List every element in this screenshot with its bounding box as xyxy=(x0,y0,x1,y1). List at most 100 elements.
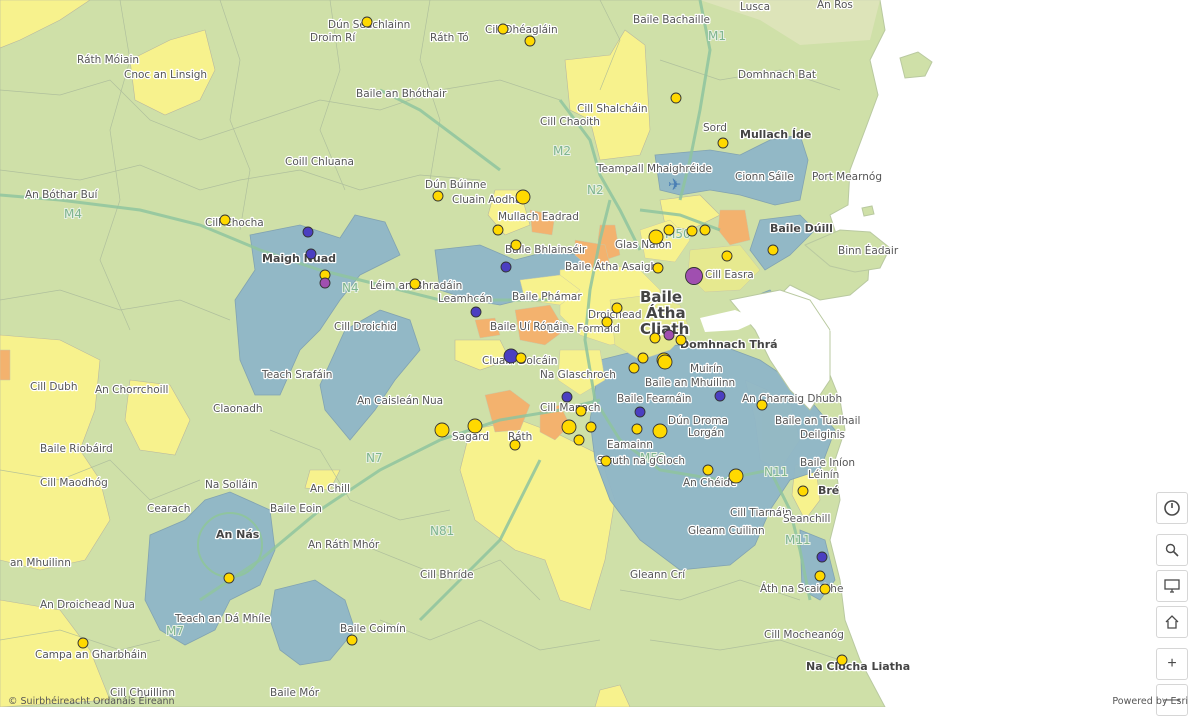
search-icon xyxy=(1165,543,1179,557)
lambay-island xyxy=(899,51,933,79)
map-point-yellow[interactable] xyxy=(756,399,768,411)
map-point-yellow[interactable] xyxy=(361,16,373,28)
place-label: Cill Tiarnáin xyxy=(730,507,792,519)
map-point-yellow[interactable] xyxy=(611,302,623,314)
map-point-blue[interactable] xyxy=(305,248,317,260)
place-label: Sagard xyxy=(452,431,489,443)
map-point-yellow[interactable] xyxy=(509,439,521,451)
place-label: An Droichead Nua xyxy=(40,599,135,611)
map-point-yellow[interactable] xyxy=(663,224,675,236)
place-label: Lorgán xyxy=(688,427,724,439)
map-point-yellow[interactable] xyxy=(575,405,587,417)
map-point-yellow[interactable] xyxy=(686,225,698,237)
place-label: Cill Chuillinn xyxy=(110,687,175,699)
map-point-yellow[interactable] xyxy=(767,244,779,256)
place-label: Baile Dúill xyxy=(770,222,833,235)
map-point-blue[interactable] xyxy=(714,390,726,402)
place-label: Dún Droma xyxy=(668,415,728,427)
map-point-blue[interactable] xyxy=(634,406,646,418)
map-point-blue[interactable] xyxy=(500,261,512,273)
search-button[interactable] xyxy=(1156,534,1188,566)
map-point-yellow[interactable] xyxy=(573,434,585,446)
place-labels: Dún Séachlainn Droim Rí Ráth Tó Cill Dhé… xyxy=(9,0,912,700)
map-point-blue[interactable] xyxy=(503,348,519,364)
map-point-yellow[interactable] xyxy=(434,422,450,438)
map-point-yellow[interactable] xyxy=(797,485,809,497)
map-point-yellow[interactable] xyxy=(561,419,577,435)
map-point-yellow[interactable] xyxy=(721,250,733,262)
map-point-yellow[interactable] xyxy=(467,418,483,434)
place-label: An Chill xyxy=(310,483,350,495)
basemap-button[interactable] xyxy=(1156,570,1188,602)
map-point-yellow[interactable] xyxy=(510,239,522,251)
place-label: Droichead xyxy=(588,309,642,321)
map-point-yellow[interactable] xyxy=(524,35,536,47)
place-label: Droim Rí xyxy=(310,32,356,44)
boundaries xyxy=(0,0,841,661)
map-point-blue[interactable] xyxy=(816,551,828,563)
place-label: Na Glaschroch xyxy=(540,369,616,381)
map-footer: © Suirbhéireacht Ordanáis Éireann Powere… xyxy=(0,693,1200,707)
map-point-yellow[interactable] xyxy=(585,421,597,433)
powered-by-link[interactable]: Powered by Esri xyxy=(1112,696,1188,707)
map-point-yellow[interactable] xyxy=(649,332,661,344)
monitor-icon xyxy=(1164,579,1180,593)
place-label: Sord xyxy=(703,122,727,134)
map-point-yellow[interactable] xyxy=(515,189,531,205)
map-point-yellow[interactable] xyxy=(409,278,421,290)
map-point-yellow[interactable] xyxy=(652,262,664,274)
map-point-yellow[interactable] xyxy=(492,224,504,236)
map-point-yellow[interactable] xyxy=(699,224,711,236)
map-point-purple[interactable] xyxy=(319,277,331,289)
map-point-yellow[interactable] xyxy=(637,352,649,364)
map-point-yellow[interactable] xyxy=(657,354,673,370)
map-point-yellow[interactable] xyxy=(648,229,664,245)
map-point-yellow[interactable] xyxy=(836,654,848,666)
map-point-purple[interactable] xyxy=(663,329,675,341)
place-label: Coill Chluana xyxy=(285,156,354,168)
place-label: Eamainn xyxy=(607,439,653,451)
place-label: Baile an Bhóthair xyxy=(356,88,447,100)
map-point-blue[interactable] xyxy=(470,306,482,318)
map-point-yellow[interactable] xyxy=(814,570,826,582)
map-point-purple[interactable] xyxy=(685,267,703,285)
place-label: Cill Droichid xyxy=(334,321,397,333)
place-label: An Chéide xyxy=(683,477,737,489)
home-button[interactable] xyxy=(1156,606,1188,638)
place-label: Mullach Íde xyxy=(740,128,811,141)
map-point-yellow[interactable] xyxy=(728,468,744,484)
map-point-blue[interactable] xyxy=(561,391,573,403)
road-label: N2 xyxy=(587,183,604,197)
map-point-yellow[interactable] xyxy=(346,634,358,646)
map-point-yellow[interactable] xyxy=(77,637,89,649)
place-label: Teach an Dá Mhíle xyxy=(174,613,271,625)
map-point-yellow[interactable] xyxy=(652,423,668,439)
map-point-yellow[interactable] xyxy=(670,92,682,104)
place-label: Baile Mór xyxy=(270,687,320,699)
zoom-in-button[interactable]: + xyxy=(1156,648,1188,680)
road-label: N7 xyxy=(366,451,383,465)
map-point-yellow[interactable] xyxy=(631,423,643,435)
place-label: Na Solláin xyxy=(205,479,258,491)
place-label: Muirín xyxy=(690,363,723,375)
map-point-yellow[interactable] xyxy=(223,572,235,584)
map-point-yellow[interactable] xyxy=(601,316,613,328)
map-point-yellow[interactable] xyxy=(819,583,831,595)
map-point-yellow[interactable] xyxy=(717,137,729,149)
map-point-yellow[interactable] xyxy=(702,464,714,476)
place-label: Leamhcán xyxy=(438,293,492,305)
map-point-yellow[interactable] xyxy=(675,334,687,346)
map-point-yellow[interactable] xyxy=(432,190,444,202)
map-point-blue[interactable] xyxy=(302,226,314,238)
map-point-yellow[interactable] xyxy=(497,23,509,35)
map-point-yellow[interactable] xyxy=(515,352,527,364)
map-point-yellow[interactable] xyxy=(600,455,612,467)
legend-button[interactable] xyxy=(1156,492,1188,524)
road-label: M7 xyxy=(166,624,184,638)
place-label: An Bóthar Buí xyxy=(25,189,99,201)
place-label: Cill Mocheanóg xyxy=(764,629,844,641)
map-point-yellow[interactable] xyxy=(219,214,231,226)
map-point-yellow[interactable] xyxy=(628,362,640,374)
place-label: Bré xyxy=(818,484,839,497)
